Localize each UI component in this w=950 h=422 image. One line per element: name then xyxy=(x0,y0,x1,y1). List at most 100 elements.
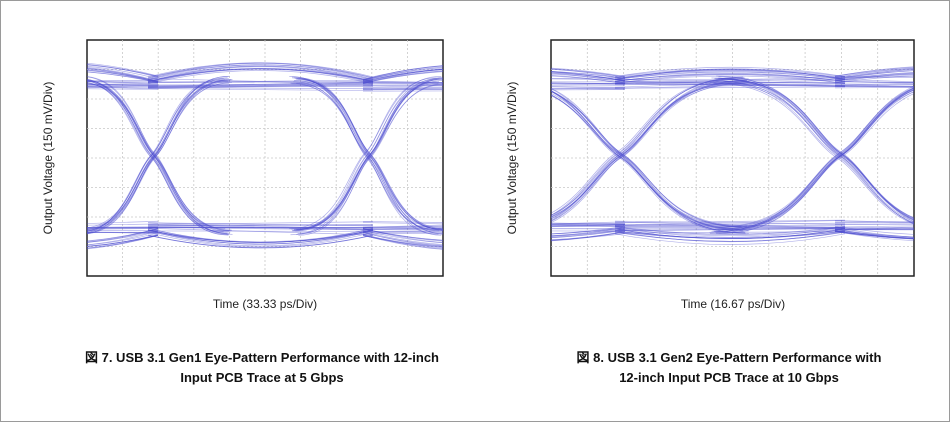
trace xyxy=(362,88,443,90)
trace xyxy=(551,81,746,221)
trace xyxy=(551,222,626,225)
trace xyxy=(87,79,159,82)
trace xyxy=(551,90,747,228)
trace xyxy=(87,67,159,82)
trace xyxy=(87,235,159,250)
trace xyxy=(614,227,846,232)
trace xyxy=(147,229,374,243)
trace xyxy=(87,229,159,243)
trace xyxy=(711,87,914,233)
trace xyxy=(362,70,443,83)
trace xyxy=(614,225,846,228)
trace xyxy=(551,74,626,85)
trace xyxy=(551,71,626,80)
trace xyxy=(87,81,159,84)
trace xyxy=(551,72,626,84)
trace xyxy=(87,234,159,248)
trace xyxy=(362,83,443,85)
trace xyxy=(147,82,374,88)
trace xyxy=(147,65,374,83)
trace xyxy=(834,75,914,78)
grid xyxy=(551,40,914,276)
trace xyxy=(717,87,914,230)
trace xyxy=(551,88,626,90)
trace xyxy=(362,234,443,250)
trace xyxy=(834,84,914,87)
trace xyxy=(87,230,159,246)
trace xyxy=(614,79,846,88)
trace xyxy=(551,90,749,232)
trace xyxy=(290,83,443,236)
trace xyxy=(362,231,443,245)
trace xyxy=(551,68,626,78)
trace xyxy=(87,86,159,89)
trace xyxy=(716,87,914,234)
trace xyxy=(551,71,626,82)
trace xyxy=(834,81,914,84)
trace xyxy=(294,80,443,231)
trace xyxy=(87,234,159,249)
trace xyxy=(614,69,846,79)
trace xyxy=(551,75,626,84)
trace xyxy=(298,77,442,236)
trace xyxy=(551,76,744,220)
trace xyxy=(834,67,914,77)
trace xyxy=(87,64,159,78)
trace xyxy=(362,80,443,83)
trace xyxy=(87,80,231,233)
trace xyxy=(87,230,159,243)
trace xyxy=(362,221,443,223)
trace xyxy=(614,78,846,85)
trace xyxy=(147,222,374,230)
trace xyxy=(87,86,159,90)
trace xyxy=(551,78,626,81)
trace xyxy=(362,86,443,89)
trace xyxy=(614,231,846,242)
trace xyxy=(713,91,914,230)
caption-line: Input PCB Trace at 5 Gbps xyxy=(180,370,343,385)
trace xyxy=(87,69,159,82)
trace xyxy=(614,220,846,226)
trace xyxy=(551,89,626,91)
trace xyxy=(718,86,914,228)
trace xyxy=(834,228,914,231)
trace xyxy=(87,232,159,246)
trace xyxy=(87,79,226,229)
trace xyxy=(289,76,442,230)
trace xyxy=(551,228,626,230)
trace xyxy=(834,223,914,225)
trace xyxy=(614,226,846,238)
trace xyxy=(551,67,626,77)
trace xyxy=(551,224,626,227)
trace xyxy=(834,72,914,81)
trace xyxy=(614,219,846,224)
trace xyxy=(834,230,914,239)
trace xyxy=(362,68,443,84)
trace xyxy=(362,65,443,81)
trace xyxy=(614,78,846,85)
trace xyxy=(614,221,846,229)
trace xyxy=(362,230,443,233)
trace xyxy=(147,65,374,81)
trace xyxy=(551,230,626,241)
trace xyxy=(834,220,914,223)
trace xyxy=(147,228,374,243)
trace xyxy=(362,87,443,90)
trace xyxy=(297,78,443,235)
trace xyxy=(551,225,626,227)
eye-diagram xyxy=(550,39,915,277)
trace xyxy=(614,66,846,77)
trace xyxy=(362,229,443,231)
trace xyxy=(87,81,230,233)
trace xyxy=(87,231,159,233)
trace xyxy=(721,89,914,231)
trace xyxy=(614,68,846,81)
trace xyxy=(147,83,374,86)
trace xyxy=(551,227,626,235)
trace xyxy=(551,90,747,227)
trace xyxy=(87,70,159,83)
trace xyxy=(362,85,443,88)
trace xyxy=(614,80,846,87)
trace xyxy=(294,80,443,231)
